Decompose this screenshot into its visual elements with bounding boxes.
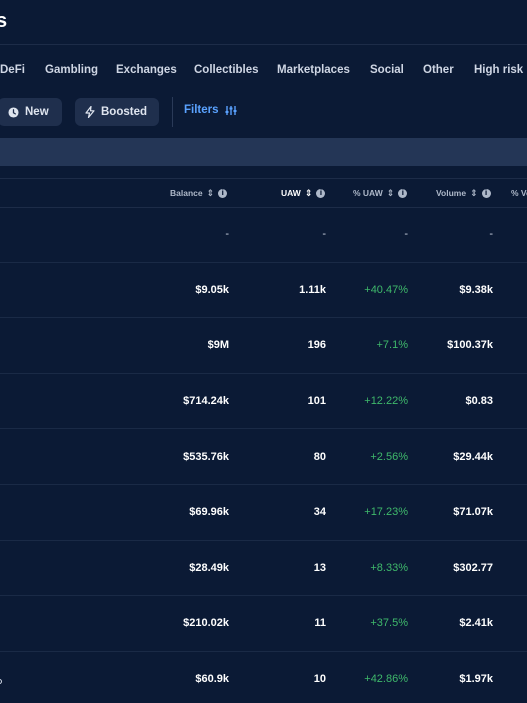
- info-icon: i: [218, 188, 228, 198]
- table-row[interactable]: $9M 196 +7.1% $100.37k: [0, 318, 527, 374]
- table-row[interactable]: $714.24k 101 +12.22% $0.83: [0, 374, 527, 430]
- column-volume-percent-label: % Vo: [511, 188, 527, 198]
- cell-uaw-percent: +7.1%: [376, 339, 409, 352]
- table-header-border: [0, 207, 527, 208]
- column-uaw-percent-label: % UAW: [353, 188, 383, 198]
- page-title: s: [0, 10, 8, 32]
- table-body: - - - - $9.05k 1.11k +40.47% $9.38k $9M …: [0, 207, 527, 703]
- cell-uaw-percent: -: [404, 228, 408, 241]
- tab-marketplaces[interactable]: Marketplaces: [277, 64, 350, 76]
- tab-other[interactable]: Other: [423, 64, 454, 76]
- lightning-icon: [85, 106, 95, 118]
- cell-balance: $210.02k: [183, 617, 229, 630]
- cell-balance: $69.96k: [189, 506, 229, 519]
- table-row[interactable]: $28.49k 13 +8.33% $302.77: [0, 541, 527, 597]
- info-icon: i: [398, 188, 408, 198]
- cell-volume: $302.77: [453, 561, 493, 574]
- category-tabs: DeFi Gambling Exchanges Collectibles Mar…: [0, 64, 527, 80]
- cell-uaw: 11: [314, 617, 326, 630]
- info-icon: i: [316, 188, 326, 198]
- cell-balance: -: [225, 228, 229, 241]
- cell-volume: $2.41k: [459, 617, 493, 630]
- cell-volume: $1.97k: [459, 673, 493, 686]
- cell-balance: $9M: [207, 339, 229, 352]
- filter-band: [0, 138, 527, 166]
- new-button-label: New: [25, 106, 49, 118]
- cell-uaw: 80: [313, 450, 326, 463]
- cell-balance: $60.9k: [195, 673, 229, 686]
- boosted-button[interactable]: Boosted: [75, 98, 159, 126]
- sort-icon: ⇕: [470, 187, 478, 198]
- cell-balance: $28.49k: [189, 561, 229, 574]
- cell-uaw-percent: +42.86%: [364, 673, 408, 686]
- row-edge-icon: [0, 679, 2, 685]
- cell-uaw: 196: [307, 339, 326, 352]
- table-row[interactable]: - - - -: [0, 207, 527, 263]
- column-uaw-label: UAW: [281, 188, 301, 198]
- tab-social[interactable]: Social: [370, 64, 404, 76]
- table-top-border: [0, 178, 527, 179]
- cell-uaw-percent: +8.33%: [370, 561, 408, 574]
- cell-uaw: 34: [313, 506, 326, 519]
- cell-uaw-percent: +17.23%: [364, 506, 408, 519]
- cell-volume: $0.83: [465, 395, 493, 408]
- column-volume-percent[interactable]: % Vo: [511, 180, 527, 206]
- column-volume[interactable]: Volume ⇕ i: [436, 180, 491, 206]
- cell-volume: $9.38k: [459, 283, 493, 296]
- tab-exchanges[interactable]: Exchanges: [116, 64, 177, 76]
- filters-label: Filters: [184, 104, 219, 116]
- tab-collectibles[interactable]: Collectibles: [194, 64, 259, 76]
- table-row[interactable]: $9.05k 1.11k +40.47% $9.38k: [0, 263, 527, 319]
- sort-icon: ⇕: [386, 187, 395, 198]
- cell-uaw: 10: [313, 673, 326, 686]
- cell-uaw: 101: [307, 395, 326, 408]
- column-balance-label: Balance: [170, 188, 203, 198]
- cell-uaw: 1.11k: [299, 283, 326, 296]
- tab-high-risk[interactable]: High risk: [474, 64, 524, 76]
- tab-gambling[interactable]: Gambling: [45, 64, 99, 76]
- toolbar-divider: [172, 97, 173, 127]
- table-header: Balance ⇕ i UAW ⇕ i % UAW ⇕ i Volume ⇕ i…: [0, 180, 527, 206]
- filters-button[interactable]: Filters: [184, 104, 237, 116]
- cell-volume: $100.37k: [447, 339, 493, 352]
- tab-defi[interactable]: DeFi: [0, 64, 25, 76]
- cell-balance: $9.05k: [195, 283, 229, 296]
- clock-icon: [8, 106, 19, 118]
- cell-uaw-percent: +2.56%: [370, 450, 408, 463]
- table-row[interactable]: $69.96k 34 +17.23% $71.07k: [0, 485, 527, 541]
- cell-volume: $71.07k: [453, 506, 493, 519]
- header-divider: [0, 44, 527, 45]
- table-row[interactable]: $210.02k 11 +37.5% $2.41k: [0, 596, 527, 652]
- cell-uaw-percent: +37.5%: [370, 617, 408, 630]
- cell-volume: -: [489, 228, 493, 241]
- column-uaw[interactable]: UAW ⇕ i: [281, 180, 326, 206]
- cell-volume: $29.44k: [453, 450, 493, 463]
- cell-balance: $535.76k: [183, 450, 229, 463]
- column-uaw-percent[interactable]: % UAW ⇕ i: [353, 180, 408, 206]
- sliders-icon: [225, 105, 237, 115]
- cell-uaw-percent: +40.47%: [364, 283, 408, 296]
- new-button[interactable]: New: [0, 98, 62, 126]
- info-icon: i: [481, 188, 491, 198]
- column-balance[interactable]: Balance ⇕ i: [170, 180, 228, 206]
- column-volume-label: Volume: [436, 188, 467, 198]
- table-row[interactable]: $535.76k 80 +2.56% $29.44k: [0, 429, 527, 485]
- sort-icon: ⇕: [304, 187, 313, 198]
- cell-balance: $714.24k: [183, 395, 229, 408]
- cell-uaw-percent: +12.22%: [364, 395, 408, 408]
- boosted-button-label: Boosted: [101, 106, 147, 118]
- cell-uaw: 13: [313, 561, 326, 574]
- sort-icon: ⇕: [206, 187, 215, 198]
- table-row[interactable]: $60.9k 10 +42.86% $1.97k: [0, 652, 527, 703]
- cell-uaw: -: [322, 228, 326, 241]
